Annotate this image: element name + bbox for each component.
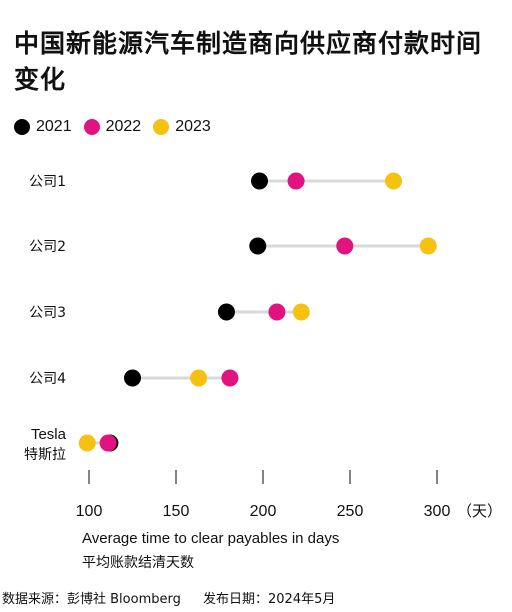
legend-label-2021: 2021 — [36, 118, 72, 135]
data-point-2021 — [124, 369, 141, 387]
data-point-2022 — [287, 172, 305, 190]
legend-item-2022: 2022 — [83, 118, 142, 136]
data-point-2021 — [217, 303, 235, 321]
legend-dot-2021 — [14, 119, 30, 135]
x-axis-label: Average time to clear payables in days — [82, 530, 340, 547]
legend: 2021 2022 2023 — [14, 118, 223, 136]
legend-item-2021: 2021 — [14, 118, 72, 136]
data-point-2023 — [292, 303, 310, 321]
data-point-2023 — [385, 172, 402, 190]
x-unit-label: （天） — [457, 502, 502, 520]
x-tick-label: 250 — [337, 503, 364, 520]
legend-dot-2022 — [83, 119, 100, 135]
x-tick-label: 200 — [250, 503, 277, 520]
data-point-2022 — [268, 303, 286, 321]
x-axis-label-zh: 平均账款结清天数 — [82, 555, 194, 571]
category-label: 特斯拉 — [24, 447, 66, 463]
data-point-2022 — [221, 369, 239, 387]
legend-label-2022: 2022 — [105, 118, 142, 135]
category-label: Tesla — [31, 426, 67, 443]
x-tick-label: 150 — [163, 503, 190, 520]
data-point-2023 — [78, 434, 96, 452]
legend-item-2023: 2023 — [153, 118, 211, 136]
legend-label-2023: 2023 — [175, 118, 211, 135]
x-tick-label: 100 — [76, 503, 103, 520]
data-point-2022 — [99, 434, 117, 452]
footer: 数据来源：彭博社 Bloomberg 发布日期：2024年5月 — [2, 588, 353, 607]
publish-date: 发布日期：2024年5月 — [203, 592, 336, 607]
category-label: 公司4 — [29, 371, 66, 387]
category-label: 公司2 — [29, 239, 66, 255]
category-label: 公司1 — [29, 174, 66, 190]
data-point-2023 — [190, 369, 208, 387]
legend-dot-2023 — [153, 119, 170, 135]
chart-title: 中国新能源汽车制造商向供应商付款时间变化 — [14, 29, 483, 94]
data-point-2023 — [419, 237, 437, 255]
x-tick-label: 300 — [424, 503, 451, 520]
data-source: 数据来源：彭博社 Bloomberg — [2, 592, 181, 607]
category-label: 公司3 — [29, 305, 66, 321]
data-point-2021 — [251, 172, 269, 190]
data-point-2022 — [336, 237, 354, 255]
dot-plot-chart: 公司1 公司2 公司3 公司4 Tesla 特斯拉 100 150 200 250 300 （天） — [24, 172, 502, 520]
data-point-2021 — [249, 237, 267, 255]
